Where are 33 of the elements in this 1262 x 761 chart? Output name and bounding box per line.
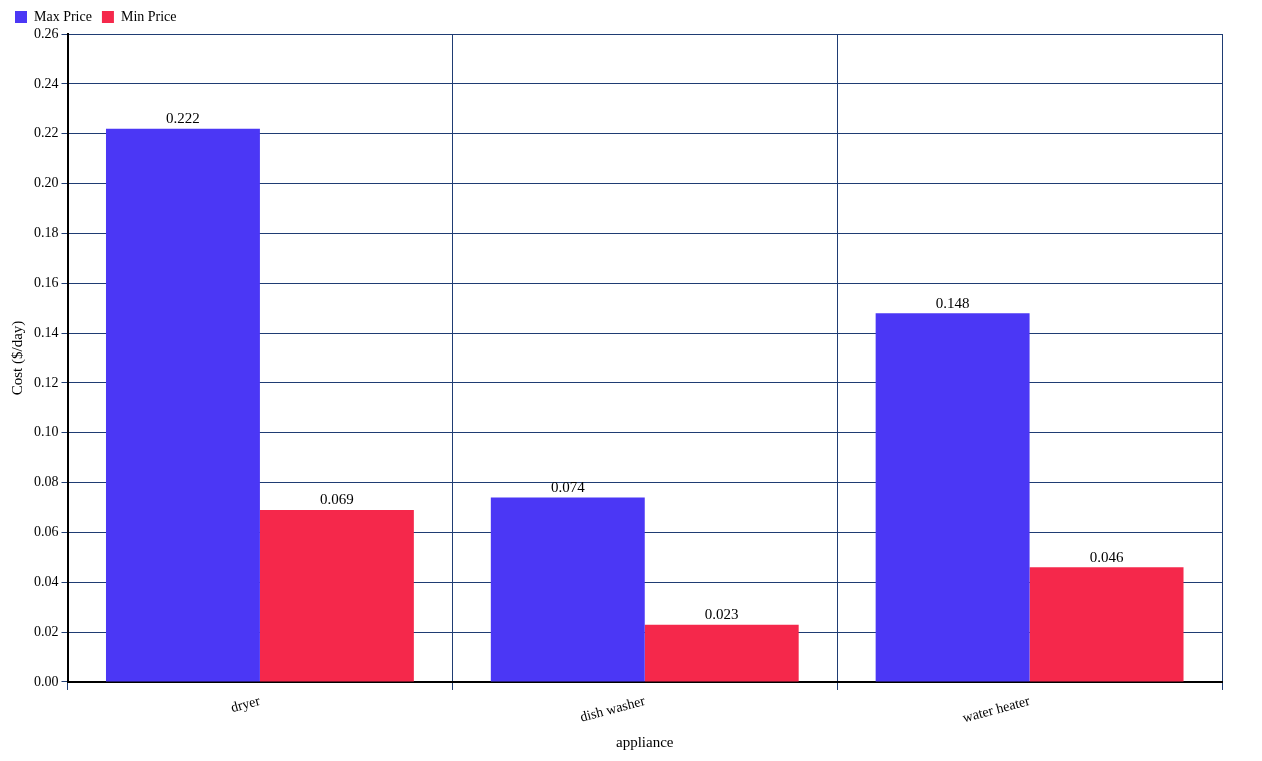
data-label: 0.148	[935, 294, 970, 311]
y-tick-label: 0.00	[34, 673, 59, 689]
legend-label: Max Price	[34, 8, 92, 24]
y-axis-title: Cost ($/day)	[8, 320, 26, 396]
bar	[1029, 567, 1184, 682]
y-tick-label: 0.20	[34, 175, 59, 191]
bar	[490, 497, 645, 682]
y-tick-label: 0.06	[34, 524, 59, 540]
y-tick-label: 0.08	[34, 474, 59, 490]
bar	[644, 624, 799, 682]
y-tick-label: 0.26	[34, 25, 59, 41]
x-tick-label: dish washer	[578, 692, 647, 725]
bar	[875, 313, 1030, 682]
legend-label: Min Price	[120, 8, 177, 24]
y-tick-label: 0.04	[34, 573, 59, 589]
data-label: 0.023	[704, 606, 739, 623]
x-tick-label: dryer	[229, 692, 262, 716]
data-label: 0.069	[320, 491, 354, 508]
y-tick-label: 0.12	[34, 374, 59, 390]
x-tick-label: water heater	[960, 692, 1032, 726]
bar	[259, 510, 414, 682]
y-tick-label: 0.10	[34, 424, 59, 440]
y-tick-label: 0.22	[34, 125, 59, 141]
data-label: 0.074	[550, 478, 586, 495]
data-label: 0.222	[166, 110, 200, 127]
y-tick-label: 0.18	[34, 225, 59, 241]
y-tick-label: 0.14	[34, 324, 59, 340]
y-tick-label: 0.16	[34, 274, 59, 290]
x-axis-title: appliance	[616, 733, 674, 750]
y-tick-label: 0.24	[34, 75, 59, 91]
data-label: 0.046	[1089, 548, 1124, 565]
bar	[105, 128, 260, 682]
y-tick-label: 0.02	[34, 623, 59, 639]
